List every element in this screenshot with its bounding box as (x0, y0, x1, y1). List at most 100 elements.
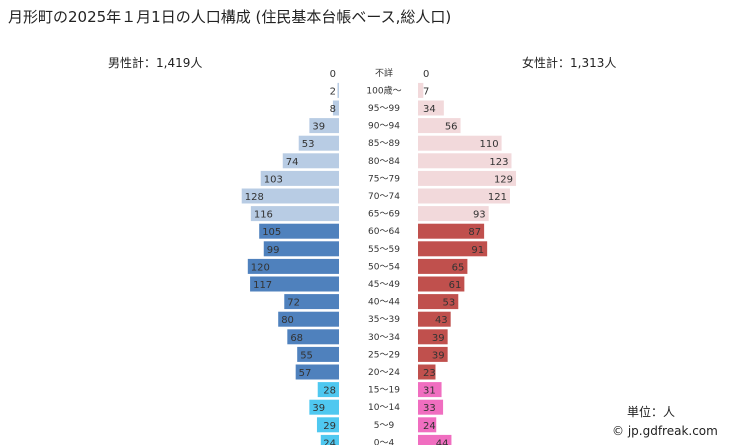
female-bar (418, 311, 451, 327)
male-bar (320, 434, 339, 445)
female-bar (418, 329, 448, 345)
male-value-label: 74 (286, 157, 299, 168)
female-value-label: 7 (423, 86, 429, 97)
age-label: 85～89 (368, 139, 400, 149)
male-value-label: 68 (290, 333, 303, 344)
male-bar (309, 118, 339, 134)
male-bar (278, 311, 339, 327)
female-value-label: 44 (436, 438, 449, 445)
female-value-label: 65 (452, 262, 465, 273)
female-value-label: 91 (471, 245, 484, 256)
credit-label: © jp.gdfreak.com (612, 424, 718, 438)
female-value-label: 121 (488, 192, 507, 203)
female-value-label: 23 (423, 368, 436, 379)
female-bar (418, 82, 424, 98)
male-value-label: 99 (267, 245, 280, 256)
female-bar (418, 241, 488, 257)
male-value-label: 116 (254, 210, 273, 221)
female-bar (418, 364, 436, 380)
age-label: 20～24 (368, 368, 400, 378)
age-label: 0～4 (374, 438, 395, 445)
male-bar (282, 153, 339, 169)
male-bar (332, 100, 339, 116)
age-label: 100歳～ (366, 84, 401, 96)
male-bar (298, 135, 339, 151)
male-value-label: 55 (300, 350, 313, 361)
male-bar (317, 382, 339, 398)
male-total-label: 男性計：1,419人 (108, 56, 203, 70)
age-label: 35～39 (368, 315, 400, 325)
age-label: 45～49 (368, 280, 400, 290)
male-value-label: 128 (245, 192, 264, 203)
age-label: 5～9 (374, 421, 395, 431)
age-label: 65～69 (368, 210, 400, 220)
female-value-label: 24 (423, 421, 436, 432)
male-value-label: 0 (330, 69, 336, 80)
male-bar (247, 258, 339, 274)
male-bar (287, 329, 339, 345)
male-bar (337, 82, 339, 98)
male-value-label: 39 (312, 403, 325, 414)
age-label: 30～34 (368, 333, 400, 343)
male-value-label: 24 (323, 438, 336, 445)
age-label: 不詳 (375, 67, 393, 79)
female-value-label: 110 (480, 139, 499, 150)
female-bar (418, 153, 512, 169)
male-bar (250, 276, 339, 292)
female-bar (418, 170, 517, 186)
female-total-label: 女性計：1,313人 (522, 56, 617, 70)
age-label: 70～74 (368, 192, 400, 202)
age-label: 60～64 (368, 227, 400, 237)
female-value-label: 87 (468, 227, 481, 238)
male-value-label: 2 (330, 86, 336, 97)
female-bar (418, 276, 465, 292)
female-value-label: 93 (473, 210, 486, 221)
male-value-label: 105 (262, 227, 281, 238)
female-bar (418, 346, 448, 362)
male-value-label: 103 (264, 174, 283, 185)
male-bar (309, 399, 339, 415)
male-value-label: 29 (323, 421, 336, 432)
age-label: 90～94 (368, 122, 400, 132)
female-value-label: 53 (443, 298, 456, 309)
male-bar (250, 206, 339, 222)
female-value-label: 39 (432, 350, 445, 361)
male-value-label: 53 (302, 139, 315, 150)
male-bar (295, 364, 339, 380)
male-value-label: 28 (323, 386, 336, 397)
male-value-label: 57 (299, 368, 312, 379)
female-bar (418, 223, 485, 239)
female-bar (418, 206, 489, 222)
male-bar (297, 346, 339, 362)
female-bar (418, 118, 461, 134)
age-label: 10～14 (368, 403, 400, 413)
female-bar (418, 188, 510, 204)
male-bar (259, 223, 339, 239)
female-value-label: 34 (423, 104, 436, 115)
age-label: 15～19 (368, 386, 400, 396)
female-bar (418, 417, 437, 433)
male-bar (263, 241, 339, 257)
male-value-label: 117 (253, 280, 272, 291)
male-bar (260, 170, 339, 186)
male-value-label: 72 (287, 298, 300, 309)
female-value-label: 43 (435, 315, 448, 326)
female-value-label: 0 (423, 69, 429, 80)
female-bar (418, 434, 452, 445)
male-bar (284, 294, 339, 310)
female-value-label: 39 (432, 333, 445, 344)
female-bar (418, 399, 444, 415)
age-label: 25～29 (368, 350, 400, 360)
unit-label: 単位：人 (627, 405, 676, 419)
male-value-label: 39 (312, 122, 325, 133)
female-bar (418, 258, 468, 274)
age-label: 75～79 (368, 174, 400, 184)
age-label: 50～54 (368, 262, 400, 272)
male-bar (316, 417, 339, 433)
male-value-label: 8 (330, 104, 336, 115)
chart-title: 月形町の2025年１月1日の人口構成 (住民基本台帳ベース,総人口) (8, 8, 452, 26)
male-value-label: 80 (281, 315, 294, 326)
female-bar (418, 100, 444, 116)
female-bar (418, 135, 502, 151)
